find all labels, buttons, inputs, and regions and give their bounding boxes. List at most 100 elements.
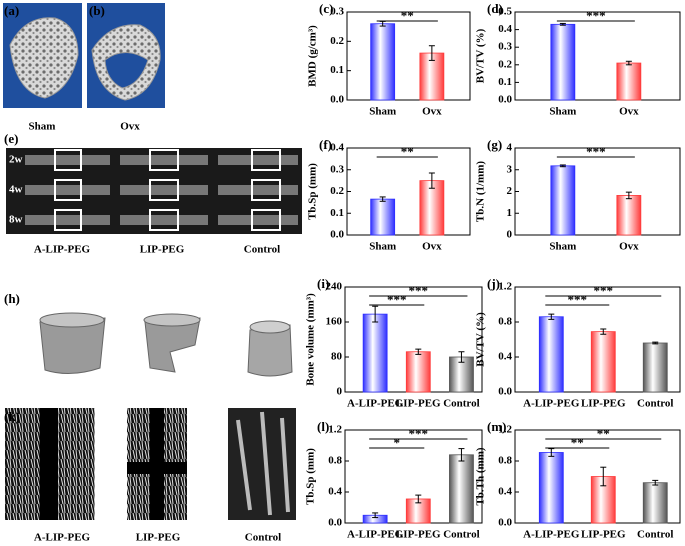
- panel-b: (b) Ovx: [87, 3, 165, 133]
- panel-tag: (j): [487, 276, 500, 291]
- caption: Control: [244, 244, 280, 256]
- bar: [590, 331, 616, 393]
- significance-label: ***: [586, 144, 606, 159]
- y-tick-label: 0.8: [498, 455, 512, 467]
- y-tick-label: 1.2: [498, 424, 512, 436]
- panel-tag: (c): [319, 1, 333, 16]
- significance-label: ***: [568, 292, 588, 307]
- x-tick-label: Sham: [369, 241, 396, 253]
- x-tick-label: LIP-PEG: [581, 398, 626, 410]
- bar: [449, 356, 474, 393]
- y-tick-label: 0.5: [498, 6, 512, 18]
- significance-label: ***: [409, 426, 429, 441]
- significance-label: ***: [409, 283, 429, 298]
- error-bar: [625, 60, 632, 66]
- y-axis-label: Tb.Sp (mm): [305, 448, 317, 505]
- y-axis-label: BV/TV (%): [475, 28, 487, 83]
- error-bar: [625, 191, 632, 200]
- y-axis-label: Tb.Th (mm): [475, 447, 487, 505]
- plot-frame: [514, 11, 681, 101]
- panel-tag: (k): [4, 409, 20, 424]
- y-tick-label: 0.2: [498, 58, 512, 70]
- bar: [616, 195, 642, 236]
- y-tick-label: 80: [331, 351, 343, 363]
- error-bar: [548, 448, 555, 457]
- panel-tag: (m): [487, 419, 507, 434]
- y-axis-label: Tb.N (1/mm): [475, 161, 487, 222]
- caption: Sham: [29, 121, 56, 133]
- error-bar: [652, 341, 659, 345]
- y-tick-label: 2: [507, 185, 513, 197]
- panel-tag: (f): [319, 137, 332, 152]
- y-tick-label: 0.1: [330, 207, 344, 219]
- bar: [405, 351, 431, 393]
- panel-h: (h): [4, 291, 293, 377]
- x-tick-label: A-LIP-PEG: [347, 398, 404, 410]
- y-tick-label: 0.0: [498, 386, 512, 398]
- y-tick-label: 0.4: [328, 486, 342, 498]
- error-bar: [372, 305, 379, 323]
- y-tick-label: 0: [337, 386, 343, 398]
- y-tick-label: 0.3: [330, 163, 344, 175]
- bar: [370, 198, 396, 236]
- row-label: 2w: [9, 154, 23, 166]
- y-tick-label: 0.3: [330, 6, 344, 18]
- significance-label: *: [393, 435, 400, 450]
- y-tick-label: 0.0: [498, 94, 512, 106]
- y-tick-label: 0.0: [330, 229, 344, 241]
- y-tick-label: 1.2: [328, 424, 342, 436]
- x-tick-label: Control: [637, 529, 673, 541]
- y-tick-label: 0.8: [328, 455, 342, 467]
- x-tick-label: Control: [637, 398, 673, 410]
- y-axis-label: Bone volume (mm³): [305, 293, 317, 386]
- row-label: 8w: [9, 214, 23, 226]
- panel-k: (k) A-LIP-PEG LIP-PEG Control: [4, 408, 296, 544]
- error-bar: [372, 512, 379, 519]
- row-label: 4w: [9, 184, 23, 196]
- panel-tag: (d): [487, 1, 503, 16]
- error-bar: [428, 172, 435, 189]
- x-tick-label: A-LIP-PEG: [523, 398, 580, 410]
- y-tick-label: 0.1: [498, 76, 512, 88]
- y-tick-label: 0.2: [330, 185, 344, 197]
- y-tick-label: 0.4: [498, 351, 512, 363]
- significance-label: **: [597, 426, 610, 441]
- error-bar: [458, 351, 465, 363]
- significance-label: **: [401, 144, 414, 159]
- y-tick-label: 0.1: [330, 64, 344, 76]
- y-tick-label: 0.4: [498, 486, 512, 498]
- panel-tag: (h): [4, 291, 20, 306]
- error-bar: [559, 22, 566, 26]
- panel-tag: (a): [4, 3, 19, 18]
- significance-label: ***: [594, 283, 614, 298]
- error-bar: [415, 348, 422, 355]
- y-tick-label: 4: [507, 142, 513, 154]
- panel-e: (e) 2w 4w 8w A-LIP-PEG LIP-PEG Control: [4, 131, 302, 256]
- x-tick-label: Sham: [369, 106, 396, 118]
- y-tick-label: 0: [507, 229, 513, 241]
- caption: LIP-PEG: [140, 244, 185, 256]
- bar: [370, 23, 396, 101]
- x-tick-label: Sham: [549, 106, 576, 118]
- panel-tag: (e): [4, 131, 18, 146]
- y-tick-label: 0.2: [330, 35, 344, 47]
- y-tick-label: 0.4: [498, 23, 512, 35]
- x-tick-label: Ovx: [422, 241, 442, 253]
- bar: [550, 23, 576, 101]
- panel-tag: (g): [487, 137, 502, 152]
- bar: [538, 452, 564, 524]
- significance-label: **: [401, 8, 414, 23]
- y-tick-label: 3: [507, 163, 513, 175]
- significance-label: **: [571, 435, 584, 450]
- bar: [405, 498, 431, 524]
- panel-a: (a) Sham: [3, 3, 82, 133]
- x-tick-label: LIP-PEG: [396, 398, 441, 410]
- bar: [362, 313, 388, 393]
- y-tick-label: 0.0: [330, 94, 344, 106]
- x-tick-label: LIP-PEG: [581, 529, 626, 541]
- panel-tag: (b): [89, 3, 105, 18]
- y-tick-label: 0.8: [498, 316, 512, 328]
- bar: [419, 180, 445, 236]
- y-tick-label: 0.4: [330, 142, 344, 154]
